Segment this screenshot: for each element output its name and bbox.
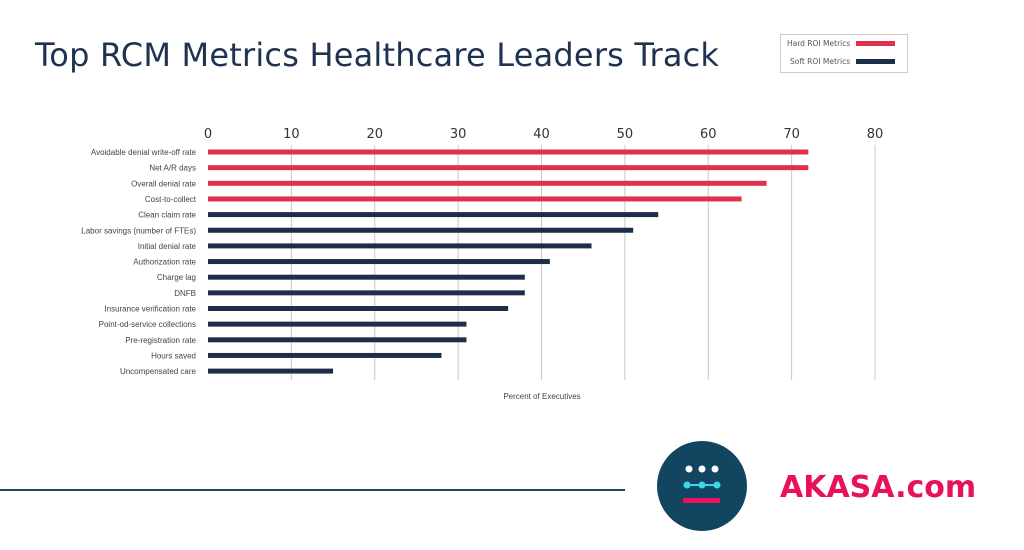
- category-label: Uncompensated care: [120, 367, 197, 376]
- bar: [208, 259, 550, 265]
- category-label: Cost-to-collect: [145, 195, 197, 204]
- bar: [208, 368, 334, 374]
- chart-title: Top RCM Metrics Healthcare Leaders Track: [35, 36, 720, 74]
- bar: [208, 212, 659, 218]
- tick-label: 50: [617, 127, 634, 142]
- brand-name: AKASA.com: [780, 470, 977, 505]
- divider: [0, 489, 625, 491]
- tick-label: 0: [204, 127, 212, 142]
- legend-swatch: [856, 41, 896, 46]
- legend-swatch: [856, 59, 896, 64]
- category-label: Avoidable denial write-off rate: [91, 148, 197, 157]
- legend-item-soft: Soft ROI Metrics: [790, 57, 896, 66]
- tick-label: 10: [283, 127, 300, 142]
- tick-label: 70: [783, 127, 800, 142]
- x-axis-label: Percent of Executives: [503, 392, 580, 401]
- bar: [208, 290, 525, 296]
- category-label: Net A/R days: [149, 164, 196, 173]
- bar: [208, 274, 525, 280]
- category-label: Initial denial rate: [138, 242, 197, 251]
- bar-chart: 0 10 20 30 40 50 60 70 80 Avoidable denial write-…: [81, 127, 884, 401]
- category-label: Labor savings (number of FTEs): [81, 226, 196, 235]
- tick-label: 30: [450, 127, 467, 142]
- category-label: Overall denial rate: [131, 179, 196, 188]
- bar: [208, 352, 442, 358]
- legend-label: Hard ROI Metrics: [787, 39, 851, 48]
- category-label: DNFB: [174, 289, 196, 298]
- category-label: Clean claim rate: [138, 211, 196, 220]
- bar: [208, 243, 592, 249]
- legend-label: Soft ROI Metrics: [790, 57, 851, 66]
- category-label: Insurance verification rate: [104, 305, 196, 314]
- akasa-logo-icon: [657, 441, 747, 531]
- tick-label: 20: [366, 127, 383, 142]
- tick-label: 40: [533, 127, 550, 142]
- legend-item-hard: Hard ROI Metrics: [787, 39, 896, 48]
- category-label: Authorization rate: [133, 258, 196, 267]
- bar: [208, 180, 767, 186]
- tick-label: 60: [700, 127, 717, 142]
- bar: [208, 227, 634, 233]
- tick-label: 80: [867, 127, 884, 142]
- category-label: Point-od-service collections: [99, 320, 196, 329]
- bar: [208, 306, 509, 311]
- legend: Hard ROI Metrics Soft ROI Metrics: [780, 34, 908, 73]
- bar: [208, 321, 467, 327]
- bar: [208, 337, 467, 343]
- bar: [208, 149, 809, 155]
- category-label: Hours saved: [151, 351, 196, 360]
- bar: [208, 196, 742, 202]
- category-label: Charge lag: [157, 273, 196, 282]
- bar: [208, 165, 809, 171]
- category-label: Pre-registration rate: [125, 336, 196, 345]
